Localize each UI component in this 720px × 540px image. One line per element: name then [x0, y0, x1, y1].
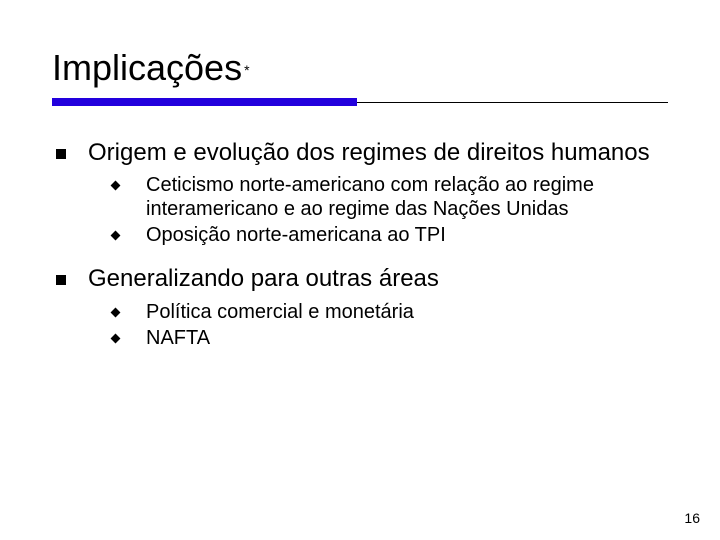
bullet-level2: Ceticismo norte-americano com relação ao… [112, 173, 668, 221]
square-bullet-icon [56, 275, 66, 285]
subitem-text: Ceticismo norte-americano com relação ao… [146, 173, 668, 221]
page-number: 16 [684, 510, 700, 526]
section-heading: Generalizando para outras áreas [88, 265, 439, 294]
bullet-level2: NAFTA [112, 326, 668, 350]
content: Origem e evolução dos regimes de direito… [52, 139, 668, 351]
slide: Implicações* Origem e evolução dos regim… [0, 0, 720, 540]
subitem-text: Política comercial e monetária [146, 300, 414, 324]
bullet-level2: Oposição norte-americana ao TPI [112, 223, 668, 247]
bullet-level1: Generalizando para outras áreas [56, 265, 668, 294]
bullet-level2: Política comercial e monetária [112, 300, 668, 324]
square-bullet-icon [56, 149, 66, 159]
diamond-bullet-icon [112, 182, 120, 190]
diamond-bullet-icon [112, 335, 120, 343]
subitem-text: Oposição norte-americana ao TPI [146, 223, 446, 247]
diamond-bullet-icon [112, 309, 120, 317]
slide-title: Implicações* [52, 48, 668, 88]
rule-blue [52, 98, 357, 106]
subitems-group: Ceticismo norte-americano com relação ao… [56, 173, 668, 247]
section-heading: Origem e evolução dos regimes de direito… [88, 139, 650, 168]
title-rule [52, 98, 668, 103]
subitem-text: NAFTA [146, 326, 210, 350]
title-asterisk: * [244, 62, 249, 78]
subitems-group: Política comercial e monetária NAFTA [56, 300, 668, 350]
diamond-bullet-icon [112, 232, 120, 240]
title-text: Implicações [52, 47, 242, 88]
bullet-level1: Origem e evolução dos regimes de direito… [56, 139, 668, 168]
